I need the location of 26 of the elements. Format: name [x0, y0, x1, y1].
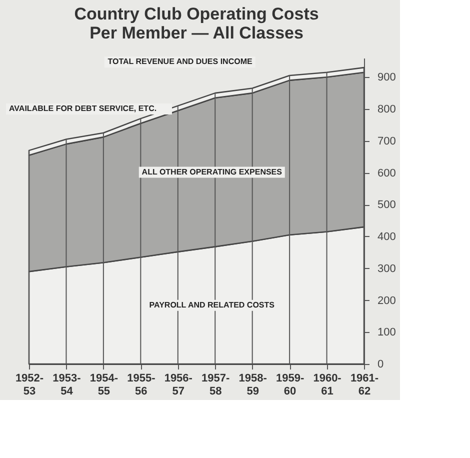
y-tick-label: 200 [378, 294, 396, 307]
y-tick-label: 300 [378, 262, 396, 275]
series-label: PAYROLL AND RELATED COSTS [149, 300, 276, 310]
x-tick-label: 1952-53 [15, 372, 44, 398]
y-tick-label: 500 [378, 199, 396, 212]
annotation: TOTAL REVENUE AND DUES INCOME [108, 57, 253, 66]
text: Country Club Operating Costs [74, 4, 319, 24]
series-label: ALL OTHER OPERATING EXPENSES [142, 167, 283, 176]
x-tick-label: 1953-54 [52, 372, 82, 398]
y-tick-label: 600 [378, 167, 396, 180]
x-tick-label: 1961-62 [350, 372, 379, 398]
y-tick-label: 400 [378, 231, 396, 243]
x-tick-label: 1955-56 [127, 372, 156, 398]
y-tick-label: 100 [378, 326, 396, 339]
x-tick-label: 1956-57 [164, 372, 193, 398]
y-tick-label: 700 [378, 135, 396, 148]
series-label: AVAILABLE FOR DEBT SERVICE, ETC. [9, 104, 157, 113]
y-tick-label: 0 [378, 358, 384, 370]
x-tick-label: 1959-60 [276, 372, 304, 398]
x-tick-label: 1960-61 [313, 372, 342, 398]
x-tick-label: 1957-58 [202, 372, 230, 398]
x-tick-label: 1954-55 [90, 372, 118, 398]
y-tick-label: 800 [378, 104, 396, 116]
y-tick-label: 900 [378, 72, 396, 84]
x-tick-label: 1958-59 [238, 372, 268, 398]
text: Per Member — All Classes [90, 24, 304, 43]
